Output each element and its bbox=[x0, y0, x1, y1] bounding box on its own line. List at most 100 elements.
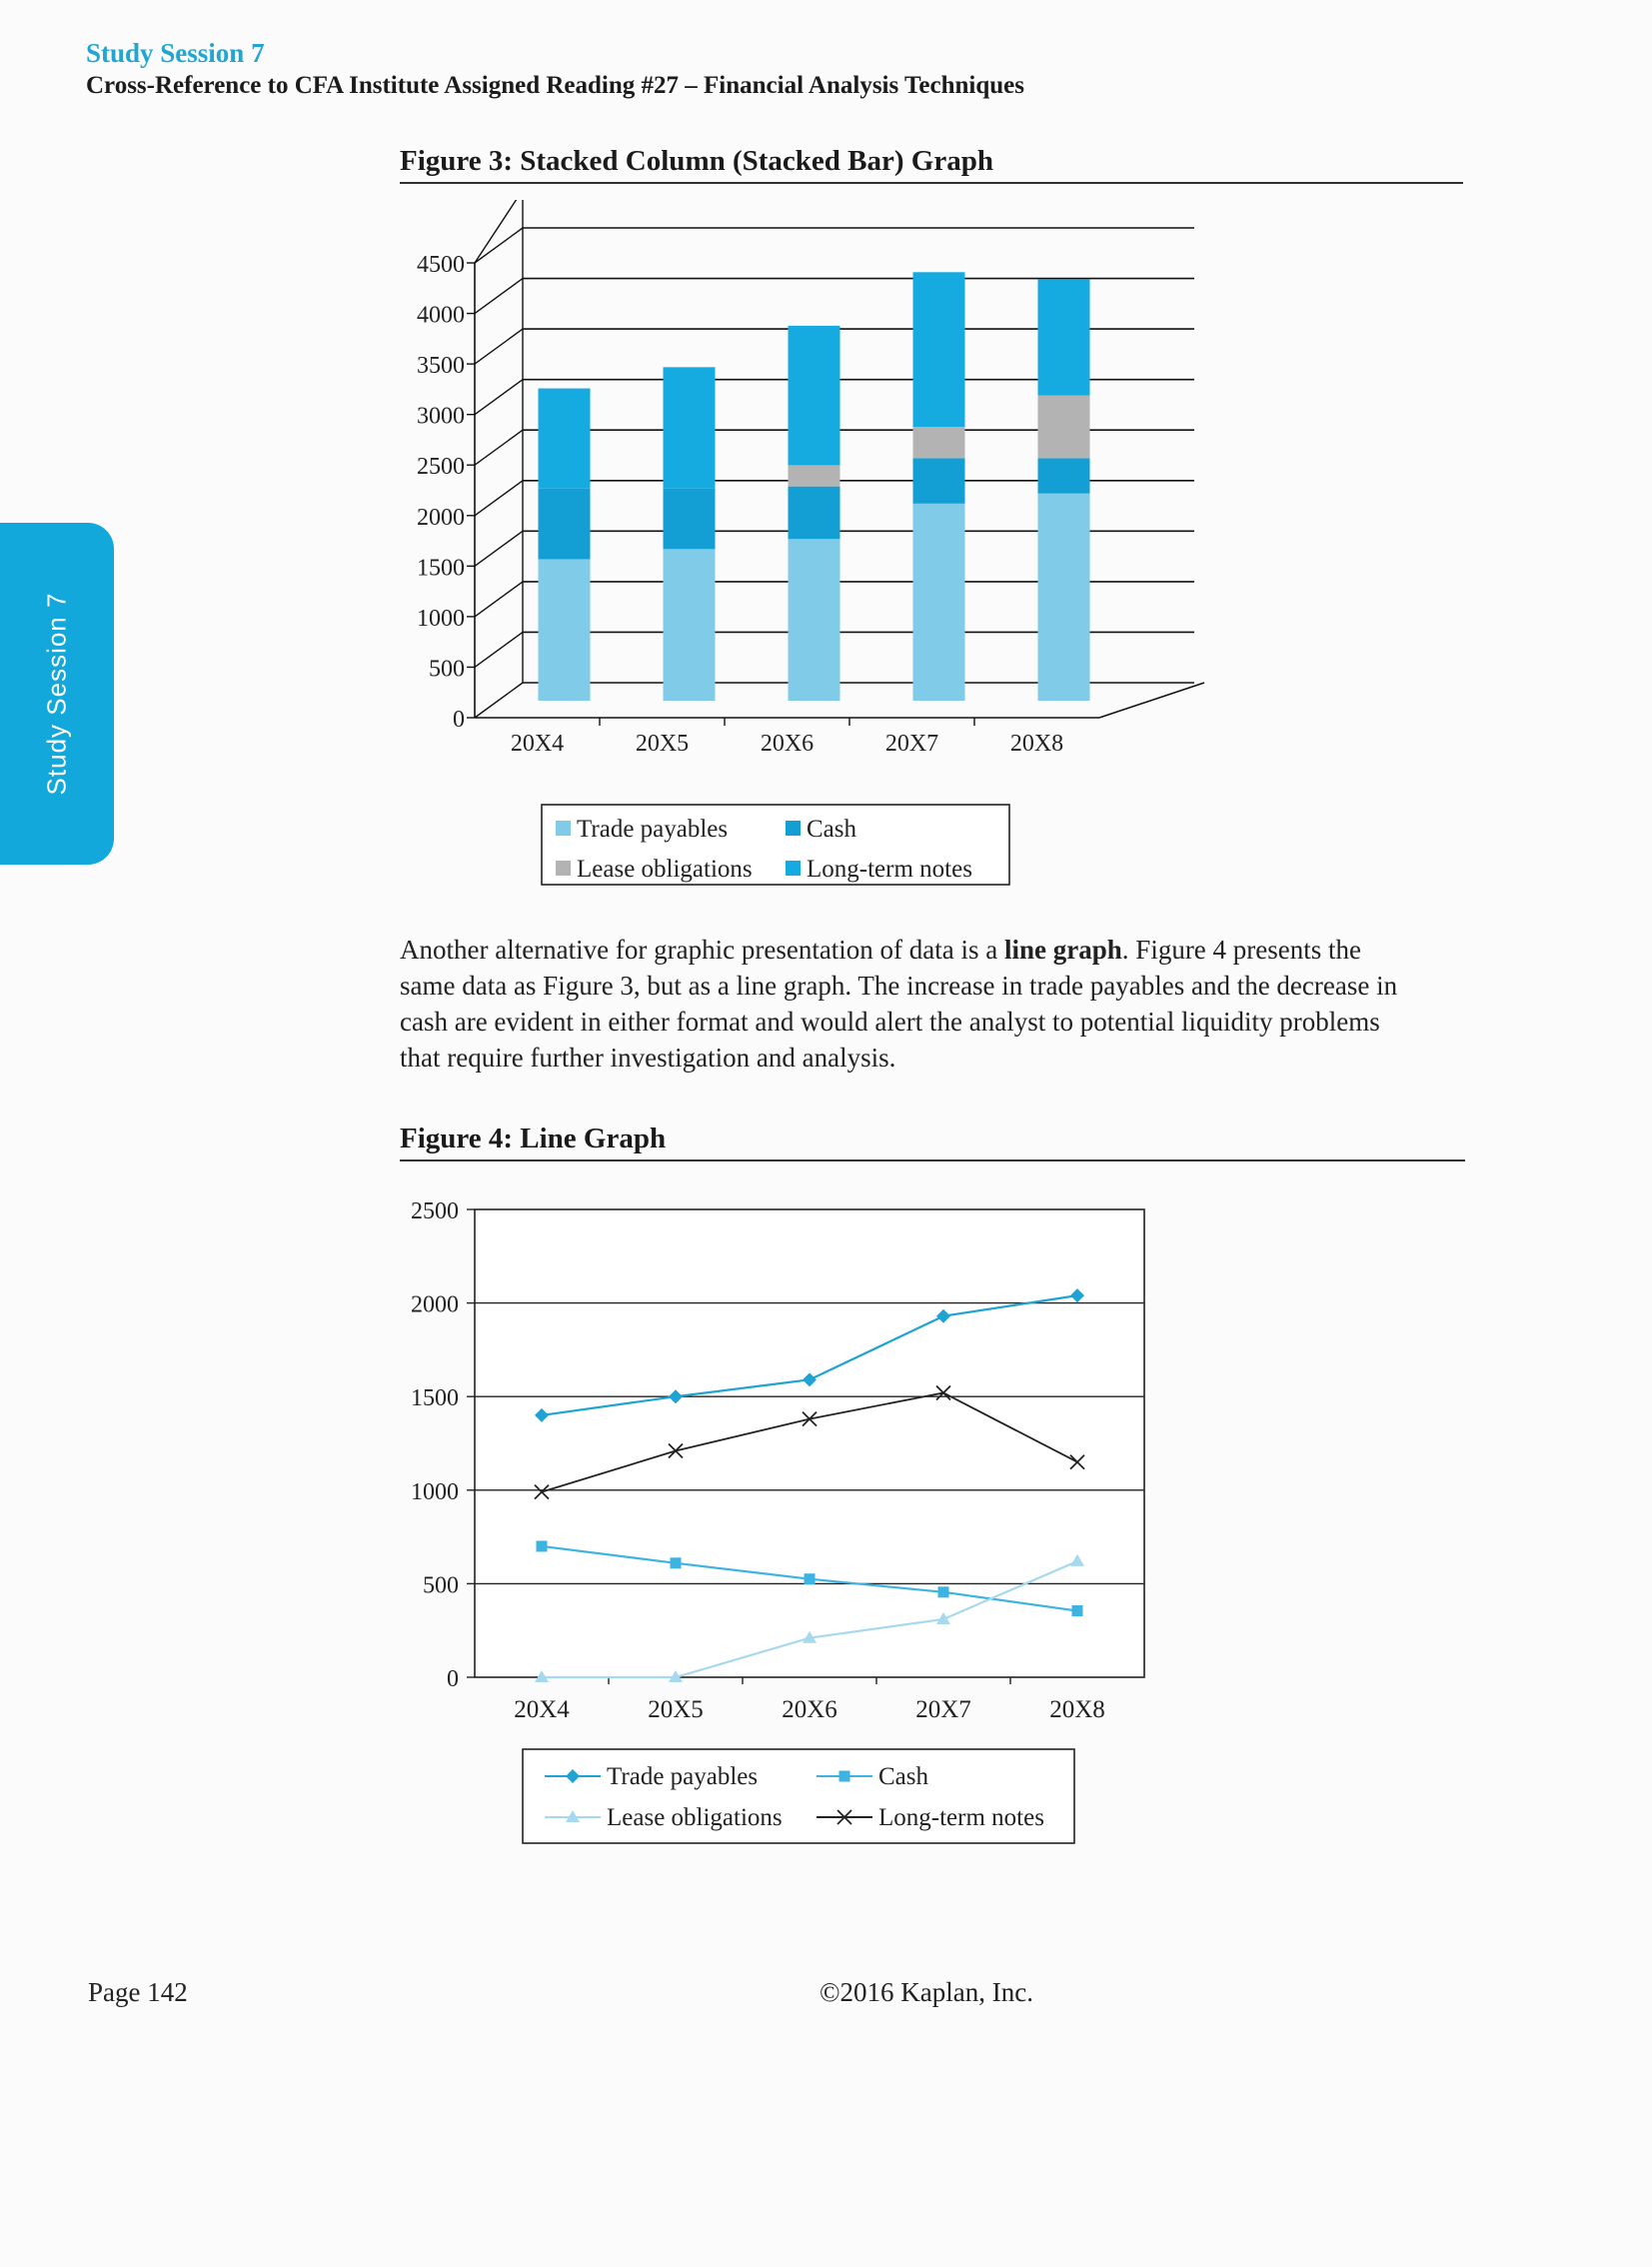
y-tick-label: 3000 bbox=[417, 404, 465, 430]
marker-stroke bbox=[836, 1809, 852, 1825]
legend-label: Lease obligations bbox=[577, 856, 753, 883]
y-tick-label: 1500 bbox=[411, 1385, 459, 1411]
paragraph-bold-term: line graph bbox=[1004, 935, 1122, 965]
y-tick-label: 2500 bbox=[411, 1198, 459, 1224]
legend-label: Lease obligations bbox=[607, 1804, 783, 1831]
y-tick-label: 4000 bbox=[417, 303, 465, 329]
x-tick-label: 20X6 bbox=[782, 1696, 837, 1723]
y-tick-label: 4500 bbox=[417, 252, 465, 278]
legend-label: Trade payables bbox=[607, 1763, 758, 1790]
copyright: ©2016 Kaplan, Inc. bbox=[820, 1977, 1033, 2007]
depth-gridline bbox=[474, 200, 518, 264]
data-point bbox=[803, 1630, 817, 1643]
data-point bbox=[803, 1372, 817, 1387]
side-tab: Study Session 7 bbox=[0, 523, 114, 865]
data-point bbox=[535, 1407, 549, 1422]
depth-gridline bbox=[474, 631, 524, 669]
data-point bbox=[937, 1586, 949, 1598]
depth-gridline bbox=[474, 328, 524, 365]
x-tick-label: 20X4 bbox=[514, 1696, 570, 1723]
y-tick-label: 2000 bbox=[411, 1292, 459, 1318]
legend-box bbox=[522, 1748, 1075, 1844]
stacked-column-chart: 0 500 1000 1500 2000 2500 3000 3500 4000 4500 20X4… bbox=[417, 200, 1205, 886]
floor-right-edge bbox=[1098, 682, 1205, 719]
data-point bbox=[1069, 1454, 1085, 1470]
line-chart: 0 500 1000 1500 2000 2500 20X4 20X5 20X6 20X7 20X8… bbox=[411, 1198, 1145, 1844]
x-tick-label: 20X7 bbox=[915, 1696, 971, 1723]
paragraph-start: Another alternative for graphic presenta… bbox=[400, 935, 1005, 965]
bar-long-term-notes bbox=[1037, 279, 1090, 396]
data-point bbox=[936, 1308, 950, 1323]
cross-reference: Cross-Reference to CFA Institute Assigne… bbox=[86, 72, 1024, 99]
y-tick-label: 2500 bbox=[417, 454, 465, 480]
series-cash bbox=[536, 1540, 1083, 1617]
depth-gridline bbox=[474, 480, 524, 517]
legend-label: Long-term notes bbox=[878, 1804, 1044, 1831]
y-tick-label: 1000 bbox=[417, 606, 465, 632]
legend-label: Cash bbox=[878, 1763, 929, 1790]
y-tick-label: 0 bbox=[447, 1666, 459, 1692]
y-tick-label: 500 bbox=[423, 1572, 459, 1598]
legend-label: Trade payables bbox=[577, 816, 728, 843]
y-tick-label: 2000 bbox=[417, 505, 465, 531]
bar-cash bbox=[663, 488, 716, 550]
page-number: Page 142 bbox=[88, 1977, 188, 2007]
depth-gridline bbox=[474, 581, 524, 618]
bar-trade-payables bbox=[538, 559, 591, 701]
bar-lease-obligations bbox=[912, 426, 965, 459]
depth-gridline bbox=[474, 379, 524, 416]
legend: Trade payables Cash Lease obligations Long-… bbox=[522, 1748, 1075, 1844]
depth-gridline bbox=[474, 530, 524, 567]
y-tick-label: 500 bbox=[429, 656, 465, 682]
legend: Trade payables Cash Lease obligations Long-… bbox=[541, 804, 1010, 886]
series-long-term-notes bbox=[534, 1384, 1085, 1500]
figure4-rule bbox=[400, 1159, 1465, 1161]
bar-trade-payables bbox=[1037, 493, 1090, 701]
data-point bbox=[1070, 1553, 1084, 1566]
legend-swatch bbox=[556, 861, 571, 876]
data-point bbox=[1071, 1605, 1083, 1617]
bar-long-term-notes bbox=[912, 272, 965, 427]
figure4-title: Figure 4: Line Graph bbox=[400, 1123, 667, 1154]
running-head: Study Session 7 bbox=[86, 38, 265, 68]
x-tick-label: 20X6 bbox=[761, 731, 814, 757]
legend-label: Cash bbox=[807, 816, 857, 843]
marker-stroke bbox=[935, 1384, 951, 1401]
legend-marker bbox=[838, 1770, 850, 1782]
plot-area bbox=[474, 1208, 1145, 1678]
legend-label: Long-term notes bbox=[807, 856, 972, 883]
paragraph-end: . Figure 4 presents the same data as Fig… bbox=[400, 935, 1398, 1073]
x-tick-label: 20X7 bbox=[885, 731, 938, 757]
x-tick-label: 20X8 bbox=[1010, 731, 1063, 757]
series-lease-obligations bbox=[535, 1553, 1084, 1682]
data-point bbox=[669, 1389, 683, 1404]
data-point bbox=[668, 1442, 684, 1459]
legend-swatch bbox=[786, 821, 801, 836]
data-point bbox=[802, 1411, 818, 1427]
series-trade-payables bbox=[535, 1288, 1084, 1422]
figure3-title: Figure 3: Stacked Column (Stacked Bar) G… bbox=[400, 145, 993, 177]
y-tick-label: 1000 bbox=[411, 1479, 459, 1505]
figure3-rule bbox=[400, 182, 1463, 184]
depth-gridline bbox=[474, 429, 524, 466]
legend-marker bbox=[566, 1810, 580, 1822]
data-point bbox=[1070, 1288, 1084, 1303]
bar-cash bbox=[912, 458, 965, 504]
depth-gridline bbox=[474, 277, 524, 315]
legend-marker bbox=[566, 1769, 580, 1783]
data-point bbox=[535, 1670, 549, 1682]
bar-long-term-notes bbox=[663, 367, 716, 489]
bar-lease-obligations bbox=[1037, 395, 1090, 459]
x-tick-label: 20X8 bbox=[1049, 1696, 1105, 1723]
depth-gridline bbox=[474, 682, 524, 719]
legend-swatch bbox=[556, 821, 571, 836]
bar-cash bbox=[538, 488, 591, 560]
data-point bbox=[936, 1611, 950, 1624]
bar-long-term-notes bbox=[538, 388, 591, 489]
data-point bbox=[935, 1384, 951, 1401]
bar-trade-payables bbox=[788, 539, 840, 701]
bar-lease-obligations bbox=[788, 465, 840, 487]
bar-trade-payables bbox=[663, 549, 716, 701]
marker-stroke bbox=[802, 1411, 818, 1427]
y-tick-label: 0 bbox=[453, 707, 465, 733]
